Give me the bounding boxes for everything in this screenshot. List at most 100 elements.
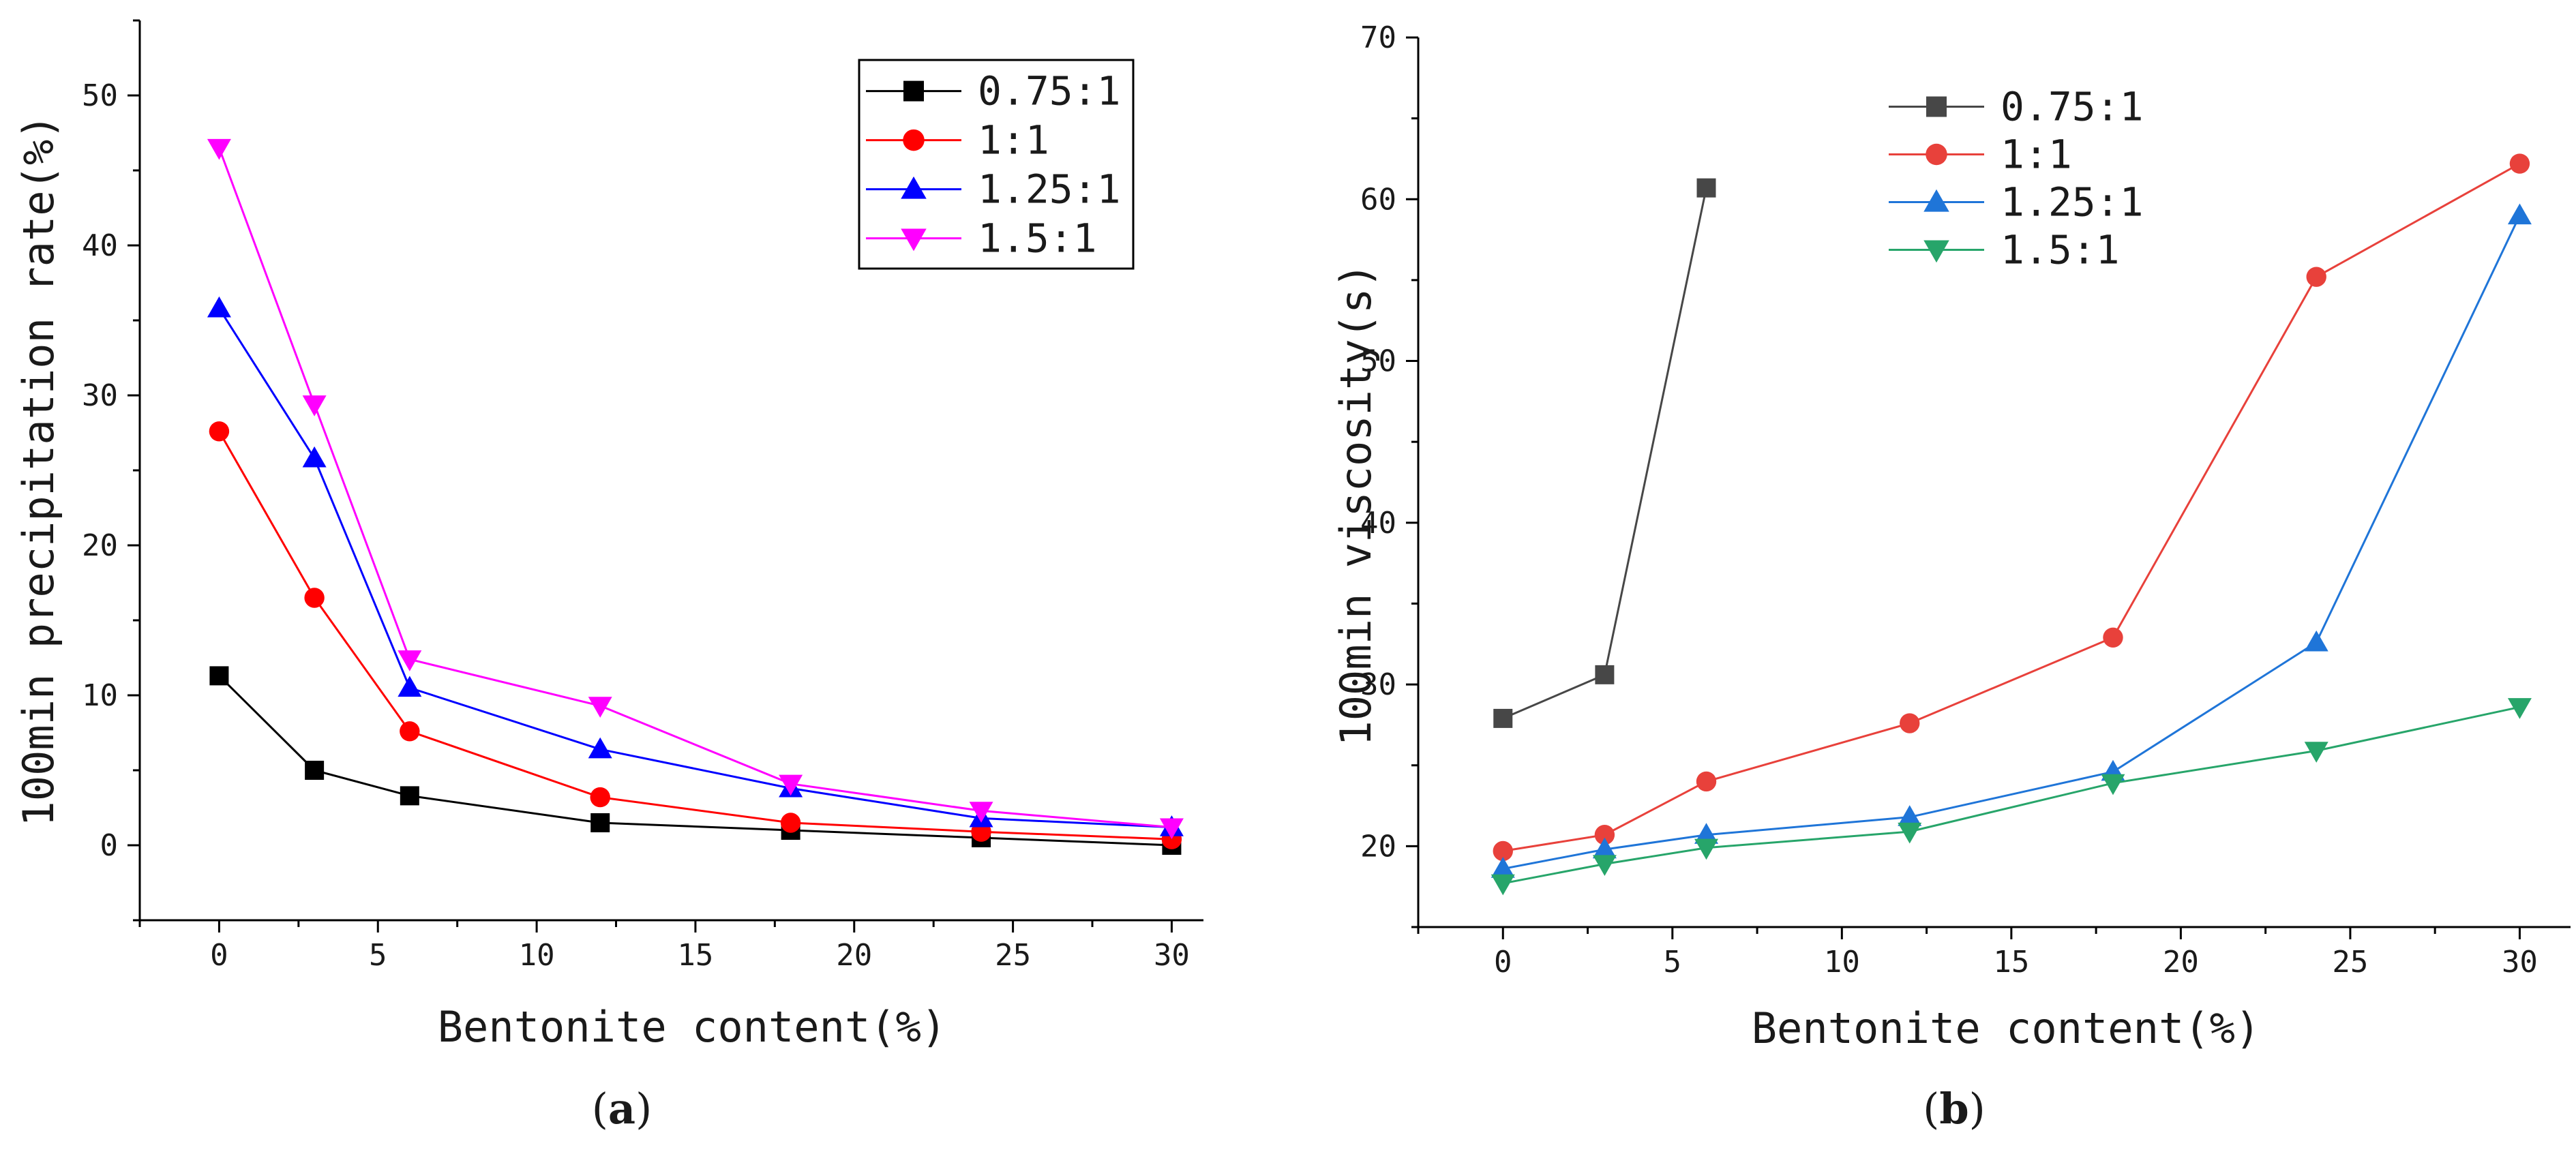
panel-a-data-point xyxy=(590,813,610,832)
panel-b-y-tick-label: 20 xyxy=(1360,829,1396,864)
panel-b-chart: Bentonite content(%) 100min viscosity(s)… xyxy=(1331,20,2571,1053)
panel-b-y-tick-label: 30 xyxy=(1360,667,1396,702)
panel-a-legend-marker xyxy=(901,176,927,199)
panel-a-legend-entry: 0.75:1 xyxy=(866,68,1121,115)
panel-b-x-tick-label: 25 xyxy=(2332,945,2368,980)
panel-a-data-point xyxy=(588,697,612,718)
panel-a-legend-label: 1.5:1 xyxy=(978,215,1097,262)
panel-a-legend-marker xyxy=(901,228,927,252)
panel-b-x-tick-label: 15 xyxy=(1993,945,2029,980)
panel-b-legend-entry: 1.25:1 xyxy=(1889,179,2144,226)
panel-a-x-tick-label: 15 xyxy=(677,938,713,973)
panel-a-data-point xyxy=(588,737,612,759)
panel-b-legend-marker xyxy=(1923,240,1949,263)
panel-a-data-point xyxy=(209,421,230,442)
panel-b-y-tick-label: 40 xyxy=(1360,506,1396,541)
panel-b-data-point xyxy=(2103,627,2123,648)
panel-a-data-point xyxy=(302,446,327,468)
panel-a-chart: Bentonite content(%) 100min precipitatio… xyxy=(14,19,1203,1052)
panel-a-legend-label: 1.25:1 xyxy=(978,166,1121,213)
panel-b-data-point xyxy=(1595,665,1615,684)
panel-b-x-tick-label: 0 xyxy=(1494,945,1512,980)
panel-b-data-point xyxy=(1592,855,1617,876)
panel-a-data-point xyxy=(1159,818,1184,840)
panel-a-data-point xyxy=(302,395,327,416)
panel-b-y-tick-label: 50 xyxy=(1360,344,1396,379)
panel-b-legend-label: 1.25:1 xyxy=(2001,179,2144,226)
panel-b-data-point xyxy=(2507,698,2532,719)
panel-a-y-axis-title: 100min precipitation rate(%) xyxy=(14,114,63,826)
panel-b-data-point xyxy=(1900,713,1920,733)
panel-a-legend-marker xyxy=(903,80,924,102)
panel-a-y-tick-label: 20 xyxy=(82,528,118,563)
panel-b-data-point xyxy=(1898,822,1922,844)
panel-b-legend-entry: 0.75:1 xyxy=(1889,84,2144,130)
panel-a-x-tick-label: 10 xyxy=(519,938,555,973)
panel-b-data-point xyxy=(2507,203,2532,225)
panel-b-y-tick-label: 60 xyxy=(1360,182,1396,217)
panel-a-data-point xyxy=(304,588,325,608)
panel-b-data-point xyxy=(1694,838,1718,860)
panel-b-series-1 xyxy=(1493,178,1716,728)
panel-a-legend-label: 0.75:1 xyxy=(978,68,1121,115)
panel-a-legend-label: 1:1 xyxy=(978,117,1049,164)
panel-b-legend-entry: 1:1 xyxy=(1889,132,2072,178)
panel-a-data-point xyxy=(969,802,993,823)
panel-a-series-4 xyxy=(207,138,1184,840)
panel-b-data-point xyxy=(2509,153,2530,174)
panel-b-legend-label: 1.5:1 xyxy=(2001,227,2120,273)
panel-a-legend-entry: 1.5:1 xyxy=(866,215,1097,262)
panel-a-data-point xyxy=(590,787,610,808)
panel-b-data-point xyxy=(1696,771,1717,792)
panel-a-y-tick-label: 40 xyxy=(82,228,118,263)
panel-a-data-point xyxy=(207,138,231,160)
panel-a-y-tick-label: 10 xyxy=(82,678,118,713)
panel-a-data-point xyxy=(400,721,420,742)
panel-a-data-point xyxy=(400,786,419,806)
panel-a-data-point xyxy=(207,296,231,318)
panel-a-data-point xyxy=(209,666,229,686)
panel-a-x-tick-label: 20 xyxy=(836,938,872,973)
panel-b-data-point xyxy=(2306,267,2326,287)
panel-b-data-point xyxy=(1491,857,1515,878)
panel-b-data-point xyxy=(1493,840,1513,862)
panel-b-legend-label: 0.75:1 xyxy=(2001,84,2144,130)
panel-b-legend-marker xyxy=(1926,96,1947,117)
panel-b-legend-label: 1:1 xyxy=(2001,132,2072,178)
panel-b-data-point xyxy=(1493,708,1513,728)
panel-b-data-point xyxy=(1694,823,1718,844)
panel-b-x-tick-label: 30 xyxy=(2502,945,2538,980)
panel-a-data-point xyxy=(398,650,422,671)
panel-a-legend-entry: 1:1 xyxy=(866,117,1049,164)
panel-b-y-tick-label: 70 xyxy=(1360,20,1396,55)
panel-b-data-point xyxy=(1898,805,1922,826)
panel-a-x-axis-title: Bentonite content(%) xyxy=(438,1002,947,1052)
panel-a-legend-entry: 1.25:1 xyxy=(866,166,1121,213)
panel-b-data-point xyxy=(2101,774,2125,795)
panel-a-data-point xyxy=(305,761,325,780)
panel-b-x-tick-label: 5 xyxy=(1664,945,1682,980)
panel-a-y-tick-label: 50 xyxy=(82,78,118,113)
panel-a-data-point xyxy=(780,813,801,833)
panel-b-caption-letter: b xyxy=(1939,1084,1968,1134)
panel-a-legend: 0.75:11:11.25:11.5:1 xyxy=(858,59,1135,270)
panel-b-legend-entry: 1.5:1 xyxy=(1889,227,2120,273)
panel-a-legend-marker xyxy=(903,129,925,151)
panel-a-x-tick-label: 5 xyxy=(369,938,387,973)
panel-b-legend: 0.75:11:11.25:11.5:1 xyxy=(1889,84,2144,273)
panel-b-legend-marker xyxy=(1923,189,1949,212)
panel-a-y-tick-label: 0 xyxy=(100,828,119,863)
panel-b-series-4 xyxy=(1491,698,2532,896)
panel-a-x-tick-label: 25 xyxy=(995,938,1031,973)
panel-a-data-point xyxy=(398,676,422,697)
panel-a-caption-letter: a xyxy=(608,1084,635,1134)
panel-b-legend-marker xyxy=(1926,143,1947,166)
panel-a-y-tick-label: 30 xyxy=(82,378,118,413)
panel-b-data-point xyxy=(2304,742,2328,763)
panel-b-x-tick-label: 20 xyxy=(2163,945,2199,980)
panel-a-caption: (a) xyxy=(592,1084,653,1134)
panel-a-data-point xyxy=(779,774,803,796)
panel-a-x-tick-label: 30 xyxy=(1154,938,1190,973)
panel-b-x-tick-label: 10 xyxy=(1824,945,1860,980)
